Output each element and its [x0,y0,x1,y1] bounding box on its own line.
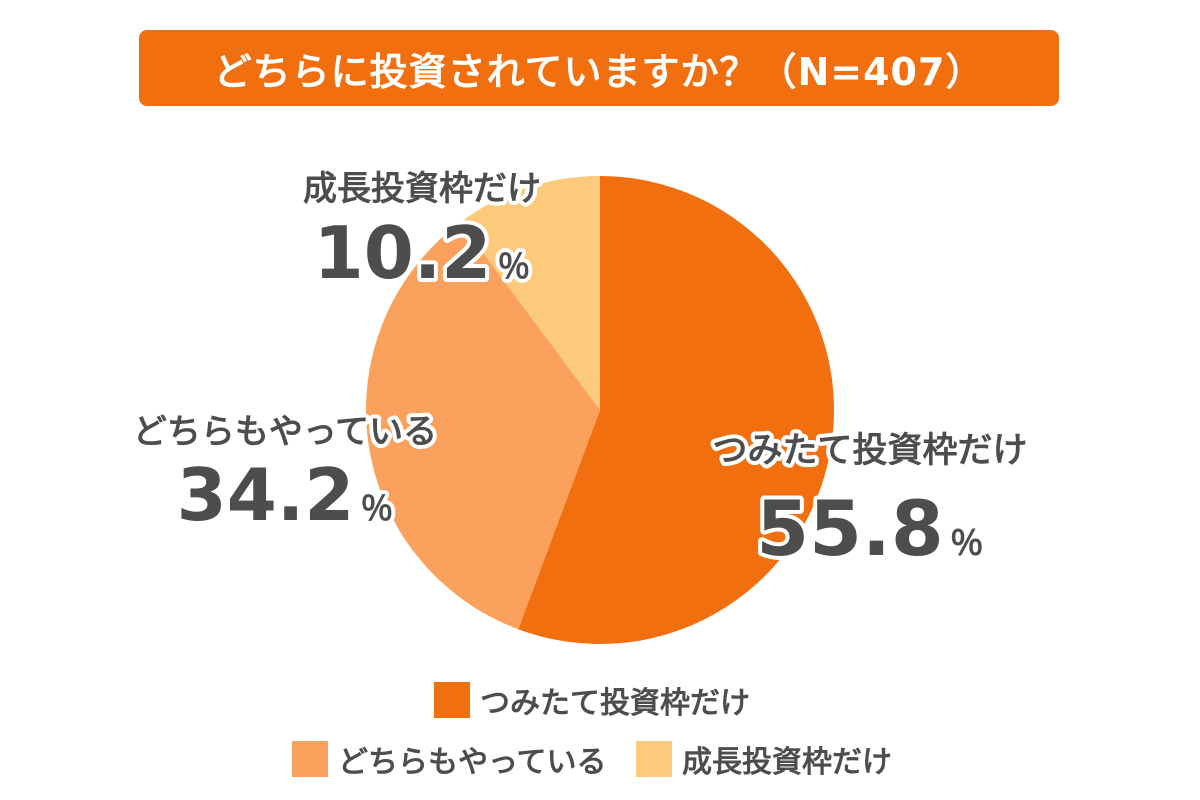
legend-swatch-both [292,741,328,777]
legend-swatch-growth [636,741,672,777]
legend-swatch-tsumitate [434,682,470,718]
slice-growth [460,176,600,410]
slice-value-tsumitate: 55.8 ％ [756,484,984,573]
title-banner: どちらに投資されていますか？（N=407） [139,30,1059,106]
slice-label-both: どちらもやっている [133,412,437,452]
chart-title: どちらに投資されていますか？（N=407） [213,49,985,94]
legend-item-tsumitate: つみたて投資枠だけ [434,678,750,722]
legend-item-both: どちらもやっている [292,737,607,781]
slice-value-both: 34.2 ％ [177,453,394,537]
legend-label-growth: 成長投資枠だけ [682,745,892,780]
slice-value-growth: 10.2 ％ [314,211,531,295]
legend-label-tsumitate: つみたて投資枠だけ [480,686,750,721]
legend-label-both: どちらもやっている [338,745,607,780]
legend-item-growth: 成長投資枠だけ [636,737,892,781]
slice-tsumitate [518,175,835,644]
slice-label-tsumitate: つみたて投資枠だけ [712,431,1027,471]
slice-both [365,222,600,630]
slice-label-growth: 成長投資枠だけ [303,169,541,209]
